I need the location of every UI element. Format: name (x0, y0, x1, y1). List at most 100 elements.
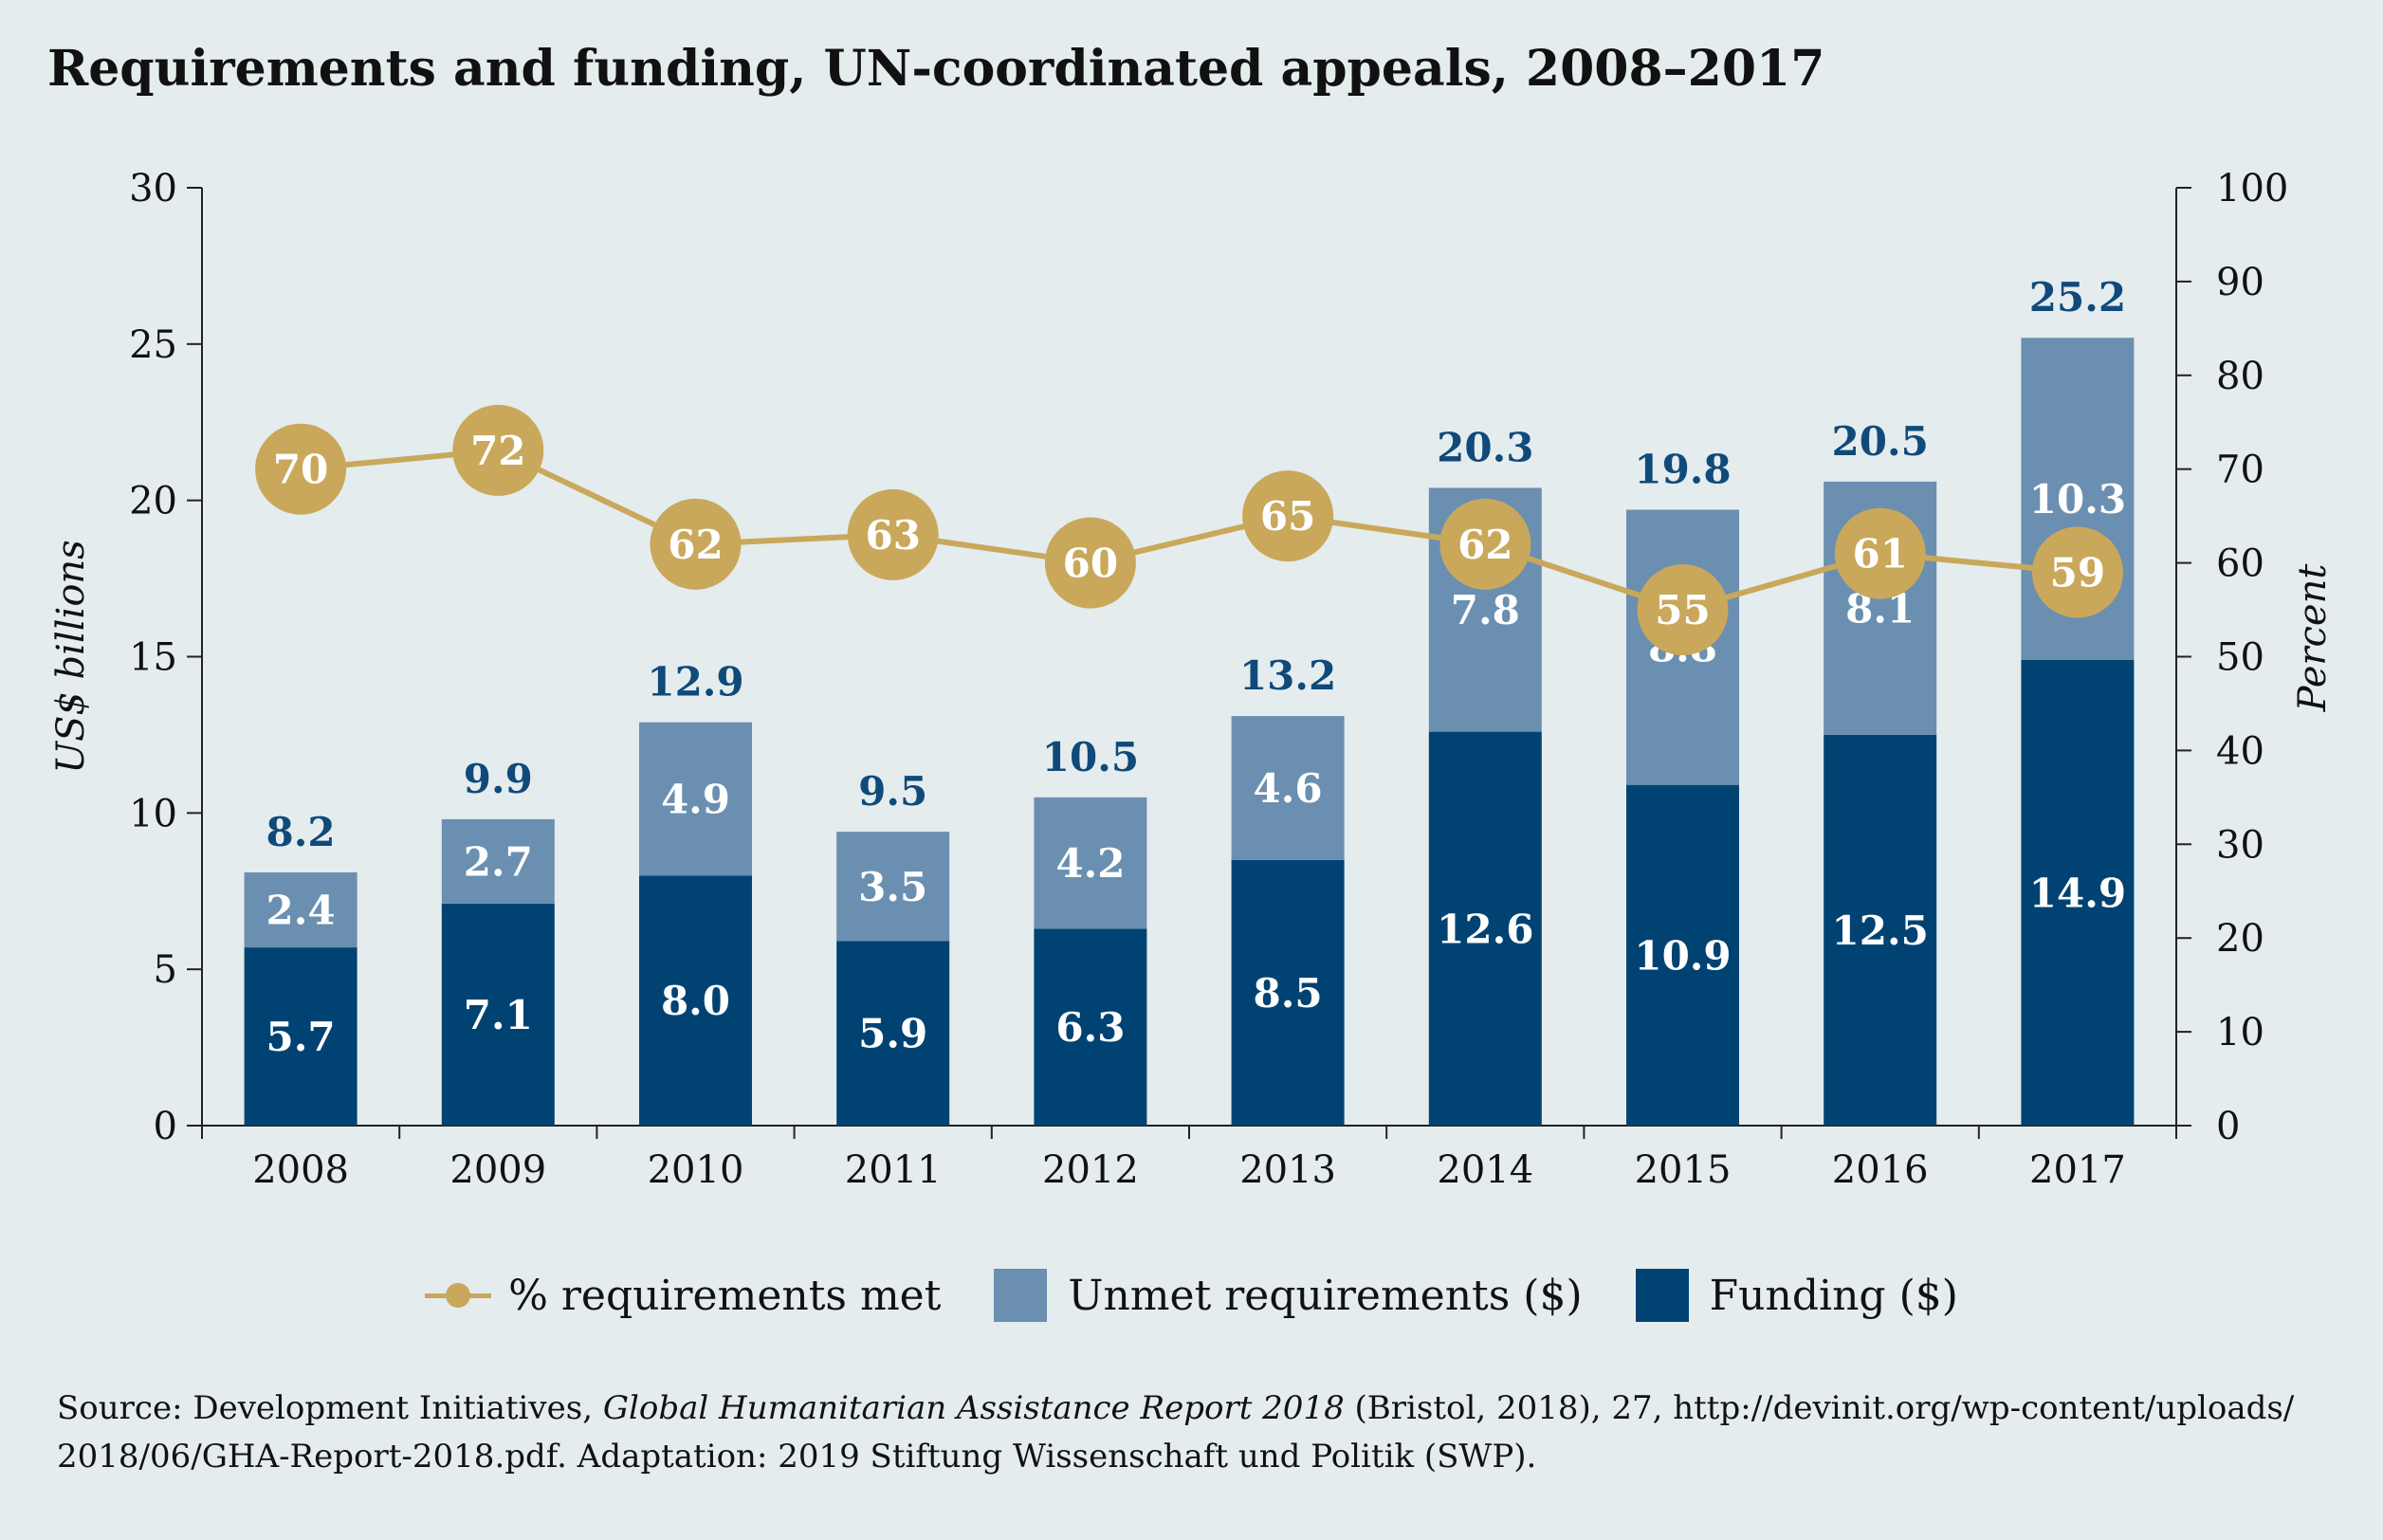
data-label-unmet: 2.4 (266, 888, 336, 934)
data-label-unmet: 4.6 (1254, 765, 1323, 812)
line-point-label: 63 (865, 512, 920, 559)
y2-axis-title: Percent (2291, 563, 2335, 713)
y2-tick-label: 30 (2216, 823, 2264, 867)
y2-tick-label: 90 (2216, 261, 2264, 304)
line-point-label: 55 (1655, 587, 1710, 633)
legend-line-label: % requirements met (508, 1271, 942, 1320)
line-point (1637, 564, 1729, 656)
line-point-label: 65 (1260, 493, 1315, 540)
y-tick-label: 10 (129, 792, 177, 835)
line-point-label: 62 (668, 522, 723, 568)
x-tick-label: 2011 (845, 1148, 942, 1192)
line-point (1242, 470, 1334, 562)
chart-title: Requirements and funding, UN-coordinated… (47, 40, 1825, 98)
legend: % requirements met Unmet requirements ($… (0, 1269, 2383, 1322)
x-tick-label: 2014 (1437, 1148, 1533, 1192)
source-note: Source: Development Initiatives, Global … (57, 1384, 2333, 1481)
data-label-funding: 7.1 (464, 992, 533, 1038)
x-tick-label: 2012 (1042, 1148, 1139, 1192)
data-label-funding: 8.5 (1254, 970, 1323, 1017)
data-label-funding: 10.9 (1634, 932, 1731, 979)
data-label-funding: 12.6 (1437, 906, 1533, 952)
bar-unmet (836, 832, 950, 942)
bar-funding (1626, 784, 1739, 1126)
x-tick-label: 2013 (1239, 1148, 1336, 1192)
legend-unmet-swatch (994, 1269, 1048, 1322)
bar-unmet (1034, 797, 1147, 929)
data-label-unmet: 7.8 (1451, 587, 1520, 633)
data-label-funding: 5.9 (858, 1011, 927, 1057)
data-label-total: 25.2 (2029, 274, 2126, 321)
line-point (2031, 526, 2123, 618)
bar-unmet (244, 871, 357, 948)
bar-funding (1034, 928, 1147, 1126)
line-point-label: 72 (470, 428, 525, 474)
bar-funding (1231, 859, 1345, 1126)
legend-funding-label: Funding ($) (1709, 1271, 1958, 1320)
bar-funding (244, 947, 357, 1126)
line-point (1834, 507, 1926, 599)
legend-line-marker (425, 1283, 492, 1308)
line-point-label: 62 (1457, 522, 1512, 568)
line-point-label: 70 (273, 447, 328, 493)
y2-tick-label: 70 (2216, 449, 2264, 492)
y-tick-label: 0 (154, 1105, 177, 1148)
source-text-2: (Bristol, 2018), 27, http://devinit.org/… (1344, 1389, 2295, 1427)
line-point (452, 404, 544, 496)
y2-tick-label: 10 (2216, 1011, 2264, 1054)
data-label-total: 9.9 (464, 756, 533, 802)
x-tick-label: 2015 (1635, 1148, 1732, 1192)
data-label-unmet: 2.7 (464, 838, 533, 885)
line-point (1439, 498, 1531, 590)
data-label-funding: 8.0 (661, 978, 730, 1024)
line-point (1044, 517, 1136, 609)
bar-funding (2021, 659, 2135, 1126)
x-tick-label: 2009 (449, 1148, 546, 1192)
line-point (847, 488, 939, 580)
x-tick-label: 2017 (2029, 1148, 2126, 1192)
y-tick-label: 15 (129, 636, 177, 680)
line-point-label: 59 (2050, 549, 2105, 596)
x-tick-label: 2008 (252, 1148, 349, 1192)
data-label-total: 19.8 (1634, 447, 1731, 493)
line-point (650, 498, 742, 590)
data-label-funding: 14.9 (2029, 870, 2126, 916)
x-tick-label: 2016 (1832, 1148, 1929, 1192)
data-label-total: 9.5 (858, 768, 927, 815)
data-label-funding: 12.5 (1832, 908, 1929, 954)
data-label-total: 13.2 (1239, 652, 1336, 699)
legend-item-funding: Funding ($) (1635, 1269, 1958, 1322)
bar-unmet (639, 722, 752, 876)
line-requirements-met (300, 447, 2079, 614)
y2-tick-label: 60 (2216, 542, 2264, 586)
line-point (255, 423, 347, 515)
source-text-3: 2018/06/GHA-Report-2018.pdf. Adaptation:… (57, 1438, 1537, 1476)
y2-tick-label: 50 (2216, 636, 2264, 680)
bar-funding (836, 941, 950, 1126)
data-label-unmet: 10.3 (2029, 476, 2126, 522)
bar-funding (1824, 734, 1937, 1126)
bar-funding (1428, 731, 1542, 1126)
legend-funding-swatch (1635, 1269, 1689, 1322)
y-tick-label: 25 (129, 323, 177, 367)
source-text-1: Source: Development Initiatives, (57, 1389, 603, 1427)
y2-tick-label: 20 (2216, 917, 2264, 961)
legend-unmet-label: Unmet requirements ($) (1068, 1271, 1583, 1320)
legend-item-line: % requirements met (425, 1272, 941, 1320)
data-label-total: 20.5 (1832, 418, 1929, 465)
y2-tick-label: 80 (2216, 355, 2264, 398)
y2-tick-label: 100 (2216, 167, 2288, 211)
data-label-total: 10.5 (1042, 734, 1139, 780)
data-label-total: 8.2 (266, 809, 336, 855)
x-tick-label: 2010 (648, 1148, 744, 1192)
bar-unmet (1231, 716, 1345, 860)
y2-tick-label: 40 (2216, 729, 2264, 773)
data-label-unmet: 4.2 (1055, 840, 1125, 887)
bar-unmet (441, 818, 555, 904)
y-axis-title: US$ billions (49, 540, 93, 773)
y-tick-label: 30 (129, 167, 177, 211)
line-point-label: 61 (1852, 531, 1907, 578)
bar-funding (639, 875, 752, 1126)
y-tick-label: 20 (129, 480, 177, 523)
